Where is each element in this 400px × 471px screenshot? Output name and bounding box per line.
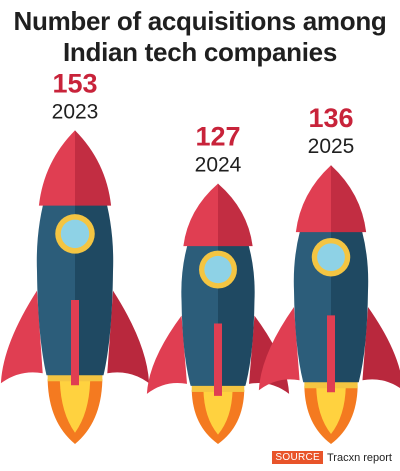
rocket-2025 bbox=[258, 165, 400, 444]
flame-inner bbox=[316, 386, 346, 434]
value-label-2023: 153 bbox=[52, 68, 97, 98]
value-label-2024: 127 bbox=[195, 122, 240, 152]
year-label-2025: 2025 bbox=[308, 135, 355, 158]
rocket-2024 bbox=[146, 183, 290, 444]
right-fin bbox=[362, 306, 400, 389]
left-fin bbox=[258, 306, 300, 391]
value-label-2025: 136 bbox=[308, 103, 353, 133]
chart-title: Number of acquisitions among Indian tech… bbox=[0, 6, 400, 68]
window-glass bbox=[60, 219, 90, 249]
nose-cone-left bbox=[183, 183, 218, 247]
source-tag: SOURCE bbox=[272, 451, 323, 464]
nose-cone-left bbox=[295, 165, 331, 233]
source-note: SOURCE Tracxn report bbox=[272, 451, 392, 464]
rocket-2023 bbox=[0, 130, 150, 444]
year-label-2023: 2023 bbox=[52, 100, 99, 123]
source-text: Tracxn report bbox=[326, 451, 392, 464]
centre-fin bbox=[327, 315, 335, 393]
centre-fin bbox=[214, 323, 222, 396]
title-line-1: Number of acquisitions among bbox=[13, 6, 387, 36]
year-label-2024: 2024 bbox=[195, 154, 242, 177]
title-line-2: Indian tech companies bbox=[63, 37, 337, 67]
nose-cone-right bbox=[331, 165, 367, 233]
left-fin bbox=[0, 290, 43, 384]
nose-cone-left bbox=[38, 130, 75, 206]
window-glass bbox=[204, 255, 232, 284]
nose-cone-right bbox=[218, 183, 253, 247]
right-fin bbox=[107, 290, 150, 384]
window-glass bbox=[317, 243, 345, 272]
left-fin bbox=[146, 315, 187, 394]
centre-fin bbox=[71, 299, 79, 386]
flame-inner bbox=[203, 389, 233, 435]
nose-cone-right bbox=[75, 130, 112, 206]
flame-inner bbox=[59, 379, 91, 433]
